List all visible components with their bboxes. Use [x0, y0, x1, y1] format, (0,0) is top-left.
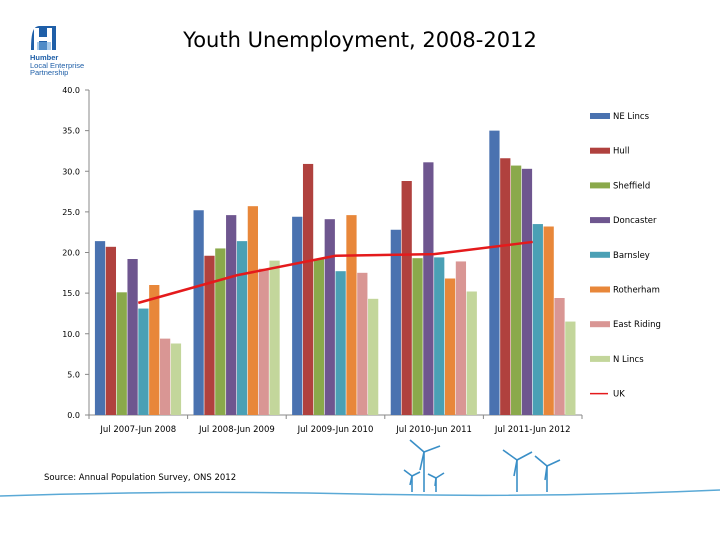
y-tick-label: 0.0: [67, 411, 80, 420]
y-tick-label: 40.0: [62, 86, 80, 95]
wind-turbines-graphic: [0, 439, 720, 497]
legend-label: Sheffield: [613, 181, 650, 191]
bar: [302, 163, 314, 415]
bar: [324, 219, 335, 415]
legend-label: NE Lincs: [613, 112, 650, 122]
legend-swatch: [590, 286, 610, 293]
bar: [193, 210, 204, 415]
lep-logo: [31, 26, 56, 50]
bar: [565, 321, 576, 415]
bar: [226, 215, 237, 415]
legend-label: N Lincs: [613, 355, 644, 365]
legend-label: UK: [613, 390, 625, 400]
legend-label: Hull: [613, 147, 630, 157]
x-tick-label: Jul 2007-Jun 2008: [99, 425, 176, 435]
bar: [236, 241, 248, 415]
logo-line-2: Local Enterprise: [30, 60, 85, 70]
bar: [215, 248, 226, 415]
bar: [368, 298, 379, 415]
logo-line-3: Partnership: [30, 68, 69, 77]
bar: [489, 130, 500, 415]
bar: [444, 278, 456, 415]
legend-swatch: [590, 182, 610, 189]
y-tick-label: 20.0: [62, 249, 80, 258]
bar: [511, 165, 522, 415]
legend-label: Doncaster: [613, 216, 657, 226]
legend-swatch: [590, 251, 610, 258]
bar: [127, 259, 138, 415]
source-note: Source: Annual Population Survey, ONS 20…: [44, 473, 237, 483]
bar: [521, 168, 533, 415]
y-tick-label: 30.0: [62, 167, 80, 176]
legend-label: Rotherham: [613, 286, 660, 296]
bar: [335, 271, 346, 415]
bar: [357, 272, 368, 415]
bar: [269, 260, 280, 415]
bar: [313, 259, 325, 415]
y-tick-label: 25.0: [62, 208, 80, 217]
y-tick-label: 15.0: [62, 289, 80, 298]
legend-swatch: [590, 321, 610, 328]
bar: [554, 298, 565, 415]
y-tick-label: 5.0: [67, 370, 80, 379]
bar: [412, 258, 423, 415]
bar: [149, 285, 160, 415]
logo-text: Humber Local Enterprise Partnership: [30, 54, 84, 77]
bar: [204, 255, 215, 415]
bar: [138, 308, 149, 415]
x-tick-label: Jul 2010-Jun 2011: [395, 425, 472, 435]
bar: [532, 224, 543, 415]
bar: [346, 215, 357, 415]
x-tick-label: Jul 2009-Jun 2010: [297, 425, 374, 435]
bar: [423, 162, 434, 415]
bar: [401, 181, 412, 415]
bar: [116, 292, 127, 415]
bar: [292, 216, 303, 415]
bar: [455, 261, 467, 415]
bar: [390, 229, 401, 415]
x-tick-label: Jul 2011-Jun 2012: [494, 425, 571, 435]
legend-label: Barnsley: [613, 251, 650, 261]
bar: [105, 246, 117, 415]
bar: [434, 257, 445, 415]
x-tick-label: Jul 2008-Jun 2009: [198, 425, 275, 435]
legend-swatch: [590, 113, 610, 119]
bar: [170, 343, 182, 415]
bar: [466, 291, 477, 415]
bar: [94, 241, 106, 415]
bar: [247, 206, 258, 415]
legend-swatch: [590, 355, 610, 362]
y-tick-label: 35.0: [62, 127, 80, 136]
bar: [543, 226, 554, 415]
y-tick-label: 10.0: [62, 330, 80, 339]
bar: [159, 338, 171, 415]
chart-title: Youth Unemployment, 2008-2012: [183, 28, 537, 52]
legend-swatch: [590, 217, 610, 224]
bar: [258, 268, 269, 415]
legend-swatch: [590, 147, 610, 154]
logo-line-1: Humber: [30, 53, 59, 62]
legend-label: East Riding: [613, 320, 661, 330]
bar: [500, 158, 511, 415]
